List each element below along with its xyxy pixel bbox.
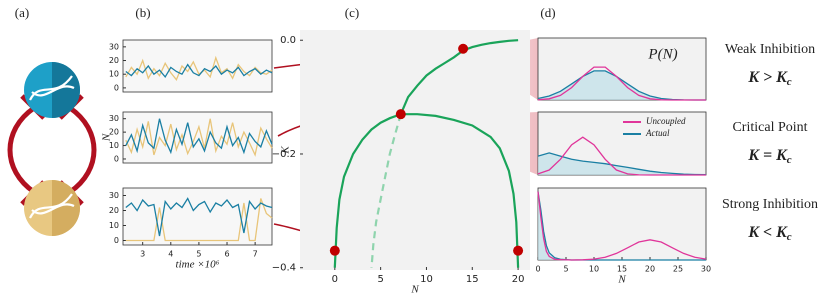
series-line bbox=[125, 55, 273, 81]
panel-label: (b) bbox=[135, 5, 150, 20]
series-line bbox=[125, 198, 273, 242]
annotation: P(N) bbox=[647, 46, 677, 62]
panel-label: (c) bbox=[345, 5, 359, 20]
point bbox=[513, 245, 524, 256]
regime-condition: K = Kc bbox=[747, 147, 791, 166]
panel-label: (d) bbox=[540, 5, 555, 20]
y-tick-label: 10 bbox=[109, 141, 119, 150]
x-tick-label: 30 bbox=[701, 265, 711, 274]
plot-background bbox=[537, 187, 707, 261]
x-tick-label: 0 bbox=[535, 265, 540, 274]
point bbox=[458, 43, 469, 54]
regime-condition: K < Kc bbox=[747, 224, 791, 243]
series-line bbox=[125, 118, 273, 155]
x-tick-label: 3 bbox=[140, 250, 145, 259]
y-tick-label: 20 bbox=[109, 128, 119, 137]
y-tick-label: 0 bbox=[114, 236, 119, 245]
y-tick-label: 0 bbox=[114, 154, 119, 163]
y-axis-label: N bbox=[101, 133, 113, 142]
legend-label: Actual bbox=[645, 128, 670, 138]
series-line bbox=[537, 66, 706, 101]
condition-text: K = K bbox=[747, 147, 788, 164]
area bbox=[538, 152, 706, 175]
point bbox=[395, 109, 406, 120]
legend-label: Uncoupled bbox=[646, 116, 686, 126]
series-line bbox=[370, 113, 402, 268]
condition-text: K > K bbox=[747, 69, 788, 86]
y-axis-label: K bbox=[280, 146, 292, 155]
plot-background bbox=[122, 187, 273, 246]
x-tick-label: 4 bbox=[168, 250, 173, 259]
regime-name: Weak Inhibition bbox=[725, 42, 815, 57]
series-line bbox=[537, 152, 707, 176]
condition-subscript: c bbox=[787, 154, 792, 166]
y-tick-label: 0.0 bbox=[280, 35, 296, 46]
series-line bbox=[537, 191, 707, 261]
x-tick-label: 7 bbox=[253, 250, 258, 259]
y-tick-label: 20 bbox=[109, 56, 119, 65]
plot-background bbox=[122, 39, 273, 93]
condition-text: K < K bbox=[747, 224, 788, 241]
x-tick-label: 5 bbox=[377, 274, 383, 285]
x-tick-label: 20 bbox=[645, 265, 655, 274]
series-line bbox=[125, 63, 273, 79]
y-tick-label: 30 bbox=[109, 191, 119, 200]
y-tick-label: −0.4 bbox=[272, 263, 296, 274]
x-tick-label: 10 bbox=[589, 265, 599, 274]
y-tick-label: 0 bbox=[114, 83, 119, 92]
condition-subscript: c bbox=[787, 76, 792, 88]
x-axis-label: N bbox=[617, 274, 626, 286]
regime-name: Critical Point bbox=[732, 120, 807, 135]
x-tick-label: 10 bbox=[420, 274, 433, 285]
series-line bbox=[399, 39, 519, 115]
y-tick-label: 10 bbox=[109, 70, 119, 79]
x-tick-label: 5 bbox=[196, 250, 201, 259]
y-tick-label: −0.2 bbox=[272, 149, 296, 160]
y-tick-label: 30 bbox=[109, 42, 119, 51]
x-tick-label: 25 bbox=[673, 265, 683, 274]
condition-subscript: c bbox=[787, 231, 792, 243]
regime-name: Strong Inhibition bbox=[722, 197, 818, 212]
x-tick-label: 6 bbox=[224, 250, 229, 259]
x-tick-label: 15 bbox=[466, 274, 479, 285]
y-tick-label: 30 bbox=[109, 114, 119, 123]
x-tick-label: 5 bbox=[563, 265, 568, 274]
x-tick-label: 15 bbox=[617, 265, 627, 274]
gene-diagram bbox=[7, 62, 97, 236]
area bbox=[538, 70, 706, 100]
plot-background bbox=[300, 30, 530, 270]
point bbox=[329, 245, 340, 256]
y-tick-label: 10 bbox=[109, 221, 119, 230]
x-axis-label: time ×10⁶ bbox=[176, 259, 220, 271]
series-line bbox=[125, 197, 273, 237]
regime-condition: K > Kc bbox=[747, 69, 791, 88]
x-tick-label: 20 bbox=[512, 274, 525, 285]
series-line bbox=[537, 136, 706, 176]
x-axis-label: N bbox=[410, 284, 419, 296]
series-line bbox=[333, 113, 520, 268]
y-tick-label: 20 bbox=[109, 206, 119, 215]
x-tick-label: 0 bbox=[332, 274, 338, 285]
panel-label: (a) bbox=[15, 5, 29, 20]
